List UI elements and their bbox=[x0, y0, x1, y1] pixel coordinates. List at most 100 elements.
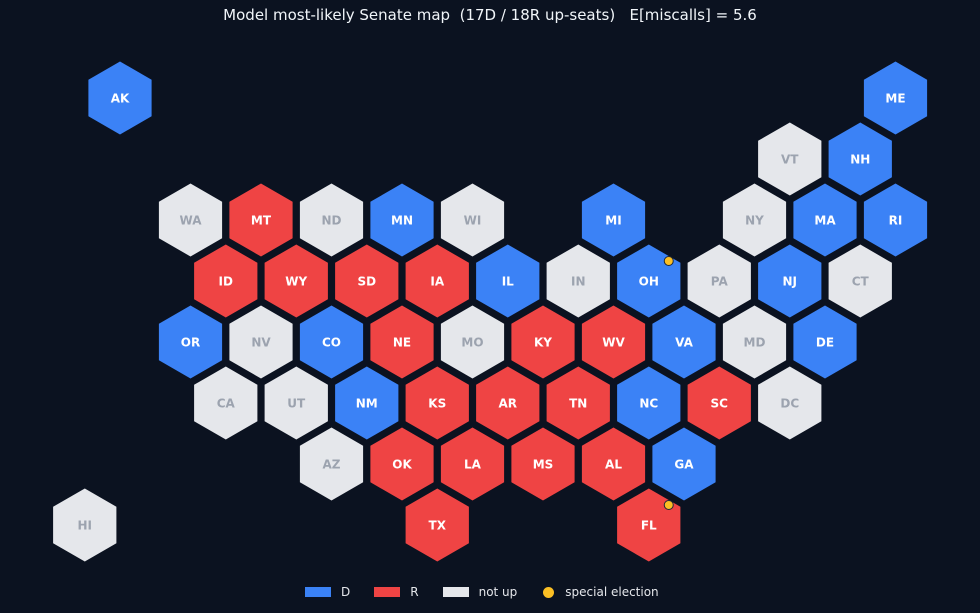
special-election-marker-fl bbox=[663, 500, 674, 510]
state-hex-ca: CA bbox=[194, 366, 258, 440]
state-hex-shape-tx bbox=[405, 488, 469, 562]
state-hex-az: AZ bbox=[299, 427, 364, 501]
state-hex-shape-or bbox=[158, 305, 223, 379]
state-label-tx: TX bbox=[429, 519, 447, 533]
state-hex-shape-sd bbox=[335, 244, 399, 318]
state-hex-shape-md bbox=[722, 305, 787, 379]
state-hex-shape-wy bbox=[264, 244, 328, 318]
state-hex-shape-la bbox=[440, 427, 505, 501]
state-label-sc: SC bbox=[711, 397, 729, 411]
state-hex-tx: TX bbox=[405, 488, 469, 562]
state-hex-ma: MA bbox=[793, 183, 857, 257]
state-hex-shape-me bbox=[863, 61, 928, 135]
legend-marker-special bbox=[543, 586, 555, 598]
state-hex-shape-nv bbox=[229, 305, 293, 379]
state-hex-vt: VT bbox=[758, 122, 822, 196]
state-hex-nd: ND bbox=[299, 183, 364, 257]
state-label-oh: OH bbox=[639, 275, 659, 289]
state-hex-shape-ny bbox=[722, 183, 787, 257]
state-label-ri: RI bbox=[889, 214, 903, 228]
state-hex-me: ME bbox=[863, 61, 928, 135]
state-hex-mi: MI bbox=[581, 183, 646, 257]
state-hex-ne: NE bbox=[370, 305, 434, 379]
state-hex-shape-ok bbox=[370, 427, 434, 501]
state-hex-md: MD bbox=[722, 305, 787, 379]
state-label-la: LA bbox=[464, 458, 482, 472]
state-hex-nh: NH bbox=[828, 122, 892, 196]
state-hex-oh: OH bbox=[617, 244, 681, 318]
state-hex-shape-nd bbox=[299, 183, 364, 257]
map-title: Model most-likely Senate map (17D / 18R … bbox=[223, 6, 757, 24]
state-hex-ar: AR bbox=[476, 366, 540, 440]
special-election-marker-oh bbox=[663, 256, 674, 266]
state-label-or: OR bbox=[181, 336, 200, 350]
state-label-de: DE bbox=[816, 336, 834, 350]
state-label-fl: FL bbox=[641, 519, 657, 533]
state-hex-shape-de bbox=[793, 305, 857, 379]
state-hex-nc: NC bbox=[617, 366, 681, 440]
state-hex-shape-ky bbox=[511, 305, 575, 379]
state-label-ma: MA bbox=[814, 214, 836, 228]
state-hex-co: CO bbox=[299, 305, 364, 379]
state-hex-tn: TN bbox=[546, 366, 610, 440]
state-hex-shape-nh bbox=[828, 122, 892, 196]
legend-item-d: D bbox=[305, 585, 350, 599]
state-hex-shape-pa bbox=[687, 244, 751, 318]
state-hex-shape-ak bbox=[88, 61, 152, 135]
state-hex-mo: MO bbox=[440, 305, 505, 379]
state-label-md: MD bbox=[744, 336, 766, 350]
state-hex-la: LA bbox=[440, 427, 505, 501]
state-hex-sc: SC bbox=[687, 366, 751, 440]
state-label-co: CO bbox=[322, 336, 341, 350]
state-hex-shape-wi bbox=[440, 183, 505, 257]
state-hex-shape-ct bbox=[828, 244, 892, 318]
legend-swatch-r bbox=[374, 587, 401, 597]
legend-label-not-up: not up bbox=[478, 585, 518, 599]
state-hex-wy: WY bbox=[264, 244, 328, 318]
state-label-pa: PA bbox=[711, 275, 729, 289]
state-label-mo: MO bbox=[461, 336, 483, 350]
state-hex-al: AL bbox=[581, 427, 646, 501]
state-label-mt: MT bbox=[251, 214, 272, 228]
state-label-hi: HI bbox=[77, 519, 92, 533]
state-hex-ms: MS bbox=[511, 427, 575, 501]
state-label-wi: WI bbox=[464, 214, 482, 228]
legend-item-not-up: not up bbox=[442, 585, 518, 599]
state-hex-ky: KY bbox=[511, 305, 575, 379]
state-hex-fl: FL bbox=[617, 488, 681, 562]
state-hex-mt: MT bbox=[229, 183, 293, 257]
state-hex-ri: RI bbox=[863, 183, 928, 257]
state-label-tn: TN bbox=[569, 397, 587, 411]
state-hex-ks: KS bbox=[405, 366, 469, 440]
state-hex-shape-wv bbox=[581, 305, 646, 379]
state-label-wv: WV bbox=[602, 336, 625, 350]
state-label-nd: ND bbox=[321, 214, 341, 228]
state-hex-shape-in bbox=[546, 244, 610, 318]
state-label-ok: OK bbox=[392, 458, 412, 472]
state-label-va: VA bbox=[675, 336, 693, 350]
state-hex-shape-co bbox=[299, 305, 364, 379]
state-hex-shape-mn bbox=[370, 183, 434, 257]
state-label-me: ME bbox=[885, 92, 905, 106]
legend-item-special: special election bbox=[541, 585, 659, 599]
state-hex-shape-sc bbox=[687, 366, 751, 440]
state-label-mi: MI bbox=[605, 214, 621, 228]
state-hex-il: IL bbox=[476, 244, 540, 318]
state-label-nh: NH bbox=[850, 153, 870, 167]
state-hex-nj: NJ bbox=[758, 244, 822, 318]
state-label-ut: UT bbox=[287, 397, 306, 411]
state-label-ca: CA bbox=[217, 397, 236, 411]
state-hex-de: DE bbox=[793, 305, 857, 379]
state-label-nv: NV bbox=[251, 336, 271, 350]
state-label-ny: NY bbox=[745, 214, 764, 228]
state-hex-nm: NM bbox=[335, 366, 399, 440]
state-hex-shape-mo bbox=[440, 305, 505, 379]
state-label-az: AZ bbox=[323, 458, 341, 472]
state-hex-shape-ca bbox=[194, 366, 258, 440]
legend-label-special: special election bbox=[565, 585, 659, 599]
state-label-id: ID bbox=[219, 275, 233, 289]
state-label-ne: NE bbox=[393, 336, 411, 350]
state-hex-wv: WV bbox=[581, 305, 646, 379]
